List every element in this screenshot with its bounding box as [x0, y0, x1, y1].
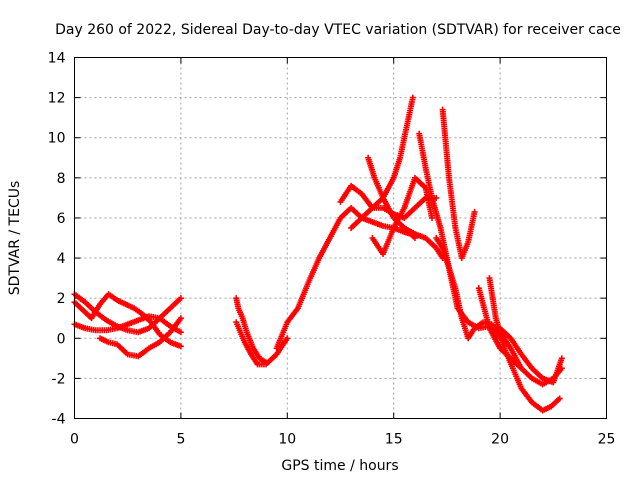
- data-point: [284, 335, 291, 342]
- y-tick-labels: -4 -2 0 2 4 6 8 10 12 14: [48, 51, 66, 428]
- series-pass-6: [233, 295, 270, 366]
- data-point: [263, 359, 270, 366]
- y-tick-label: 4: [57, 251, 66, 267]
- data-point: [177, 315, 184, 322]
- data-point: [556, 395, 563, 402]
- x-tick-labels: 0 5 10 15 20 25: [70, 432, 615, 448]
- y-tick-label: 10: [48, 131, 66, 147]
- series-pass-10: [365, 154, 446, 262]
- x-tick-label: 20: [491, 432, 509, 448]
- data-point: [409, 94, 416, 101]
- y-tick-label: 0: [57, 331, 66, 347]
- y-tick-label: 6: [57, 211, 66, 227]
- data-points: [71, 94, 565, 414]
- y-tick-label: 12: [48, 91, 66, 107]
- data-point: [177, 329, 184, 336]
- series-pass-8: [337, 94, 416, 211]
- series-pass-11: [369, 174, 436, 258]
- data-point: [177, 343, 184, 350]
- y-tick-label: 2: [57, 291, 66, 307]
- x-axis-label: GPS time / hours: [281, 458, 398, 474]
- y-tick-label: 14: [48, 51, 66, 67]
- data-point: [429, 214, 436, 221]
- x-tick-label: 15: [385, 432, 403, 448]
- series-pass-7: [273, 204, 418, 352]
- chart-title: Day 260 of 2022, Sidereal Day-to-day VTE…: [55, 22, 621, 38]
- y-tick-label: 8: [57, 171, 66, 187]
- x-tick-label: 25: [598, 432, 616, 448]
- data-point: [177, 295, 184, 302]
- x-tick-label: 0: [70, 432, 79, 448]
- data-point: [558, 355, 565, 362]
- series-pass-16: [475, 285, 565, 388]
- series-pass-5: [233, 319, 291, 368]
- plot-frame: [74, 57, 607, 419]
- series-pass-13: [439, 106, 478, 262]
- y-axis-label: SDTVAR / TECUs: [7, 181, 23, 296]
- series-pass-14: [433, 235, 525, 372]
- y-tick-label: -4: [52, 412, 66, 428]
- series-pass-15: [486, 275, 563, 414]
- series-pass-3: [71, 291, 184, 350]
- x-tick-label: 10: [278, 432, 296, 448]
- data-point: [471, 208, 478, 215]
- y-tick-label: -2: [52, 371, 66, 387]
- series-pass-17: [497, 325, 565, 386]
- series-pass-4: [97, 315, 184, 360]
- x-tick-label: 5: [176, 432, 185, 448]
